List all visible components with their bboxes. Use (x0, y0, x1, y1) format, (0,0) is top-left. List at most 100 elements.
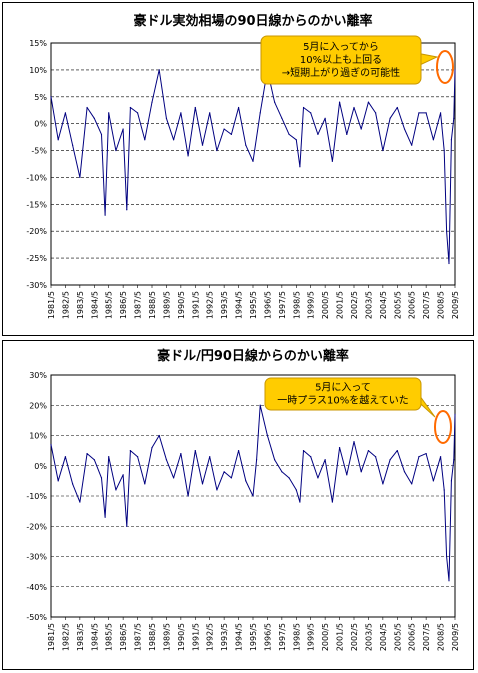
data-point (245, 144, 247, 146)
data-point (353, 106, 355, 109)
data-point (418, 112, 420, 114)
y-tick-label: -30% (26, 553, 47, 562)
x-tick-label: 1995/5 (249, 291, 258, 319)
data-point (389, 117, 391, 119)
x-tick-label: 2002/5 (350, 623, 359, 651)
data-point (57, 480, 59, 482)
data-point (108, 112, 110, 114)
data-point (375, 112, 377, 114)
data-point (454, 69, 456, 71)
x-tick-label: 2004/5 (379, 291, 388, 319)
data-point (317, 477, 319, 479)
data-point (396, 106, 398, 109)
x-tick-label: 2004/5 (379, 623, 388, 651)
data-point (448, 580, 450, 582)
data-point (144, 139, 146, 141)
data-point (194, 106, 196, 109)
data-point (79, 501, 81, 503)
x-tick-label: 1997/5 (278, 623, 287, 651)
x-tick-label: 1983/5 (76, 623, 85, 651)
data-point (324, 459, 326, 461)
y-tick-label: -5% (31, 147, 47, 156)
x-tick-label: 1991/5 (191, 623, 200, 651)
x-tick-label: 1984/5 (90, 291, 99, 319)
data-point (259, 112, 261, 114)
data-point (136, 456, 139, 458)
data-point (100, 133, 103, 136)
data-point (367, 101, 370, 103)
x-tick-label: 2008/5 (437, 623, 446, 651)
x-tick-label: 2003/5 (364, 291, 373, 319)
y-tick-label: -10% (26, 492, 47, 501)
x-tick-label: 1998/5 (292, 623, 301, 651)
x-tick-label: 1996/5 (263, 291, 272, 319)
data-point (288, 133, 290, 136)
data-point (252, 495, 254, 497)
chart-title: 豪ドル実効相場の90日線からのかい離率 (133, 13, 372, 29)
y-tick-label: 0% (34, 120, 47, 129)
data-point (180, 453, 182, 455)
data-point (281, 471, 283, 473)
x-tick-label: 1991/5 (191, 291, 200, 319)
x-tick-label: 2009/5 (451, 291, 460, 319)
data-point (216, 149, 218, 152)
data-point (230, 133, 232, 136)
x-tick-label: 2001/5 (336, 291, 345, 319)
x-tick-label: 1987/5 (134, 623, 143, 651)
x-tick-label: 1990/5 (177, 623, 186, 651)
data-point (411, 483, 413, 485)
y-tick-label: -20% (26, 227, 47, 236)
x-tick-label: 1988/5 (148, 291, 157, 319)
x-tick-label: 1984/5 (90, 623, 99, 651)
data-point (223, 471, 225, 473)
x-tick-label: 2007/5 (422, 623, 431, 651)
x-tick-label: 1983/5 (76, 291, 85, 319)
x-tick-label: 2005/5 (393, 623, 402, 651)
x-tick-label: 1988/5 (148, 623, 157, 651)
x-tick-label: 1994/5 (235, 291, 244, 319)
data-point (443, 489, 445, 491)
data-point (180, 112, 182, 114)
data-point (274, 459, 276, 461)
data-point (295, 489, 297, 491)
data-point (158, 434, 160, 437)
data-point (299, 501, 301, 503)
callout-text: 5月に入って (315, 382, 371, 394)
data-point (194, 450, 196, 452)
data-point (165, 117, 168, 119)
data-point (158, 69, 160, 71)
data-point (108, 456, 110, 458)
data-point (209, 112, 211, 114)
data-point (281, 117, 283, 119)
chart-title: 豪ドル/円90日線からのかい離率 (157, 348, 349, 364)
x-tick-label: 2000/5 (321, 291, 330, 319)
data-point (450, 480, 452, 482)
y-tick-label: -30% (26, 281, 47, 290)
x-tick-label: 1998/5 (292, 291, 301, 319)
x-tick-label: 1989/5 (162, 623, 171, 651)
data-point (317, 133, 319, 136)
data-point (382, 483, 384, 485)
line-chart-top: 豪ドル実効相場の90日線からのかい離率 15% 10% 5% 0% -5% -10% -15%… (26, 13, 460, 319)
data-point (115, 149, 117, 152)
data-point (187, 155, 189, 157)
data-point (93, 459, 95, 461)
data-point (302, 450, 305, 452)
data-point (331, 501, 333, 503)
data-point (237, 106, 240, 109)
data-point (274, 101, 276, 103)
data-point (346, 133, 348, 136)
data-point (302, 106, 305, 109)
x-tick-label: 2009/5 (451, 623, 460, 651)
data-point (136, 112, 139, 114)
x-tick-label: 2000/5 (321, 623, 330, 651)
y-tick-label: 10% (29, 66, 47, 75)
y-tick-label: 30% (29, 371, 47, 380)
data-point (187, 495, 189, 497)
data-point (425, 112, 427, 114)
data-point (450, 139, 452, 141)
data-point (93, 117, 95, 119)
data-point (389, 459, 391, 461)
